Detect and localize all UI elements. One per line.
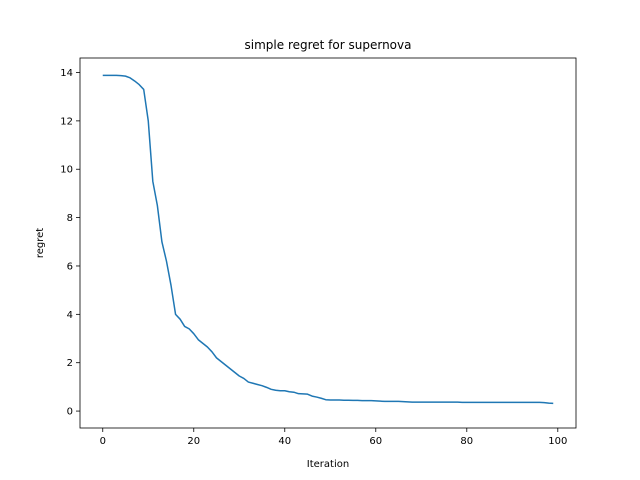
y-tick-label: 8 — [67, 213, 73, 224]
x-tick-label: 20 — [187, 436, 200, 447]
x-tick-label: 80 — [460, 436, 473, 447]
x-tick-label: 60 — [369, 436, 382, 447]
series-line-0 — [102, 74, 554, 405]
x-tick-label: 100 — [548, 436, 567, 447]
y-axis-ticks: 0 2 4 6 8 10 12 14 — [60, 68, 80, 418]
y-tick-label: 0 — [67, 407, 73, 418]
y-tick-label: 6 — [67, 261, 73, 272]
x-axis-ticks: 0 20 40 60 80 100 — [100, 428, 567, 447]
y-tick-label: 14 — [60, 68, 73, 79]
y-tick-label: 12 — [60, 116, 73, 127]
y-axis-label: regret — [35, 228, 46, 258]
plot-frame — [79, 57, 577, 429]
y-tick-label: 10 — [60, 165, 73, 176]
x-tick-label: 0 — [100, 436, 106, 447]
series-layer — [102, 74, 554, 405]
x-tick-label: 40 — [278, 436, 291, 447]
plot-area — [80, 58, 576, 428]
y-tick-label: 4 — [67, 310, 73, 321]
chart-title: simple regret for supernova — [245, 38, 412, 52]
x-axis-label: Iteration — [307, 459, 349, 470]
y-tick-label: 2 — [67, 358, 73, 369]
